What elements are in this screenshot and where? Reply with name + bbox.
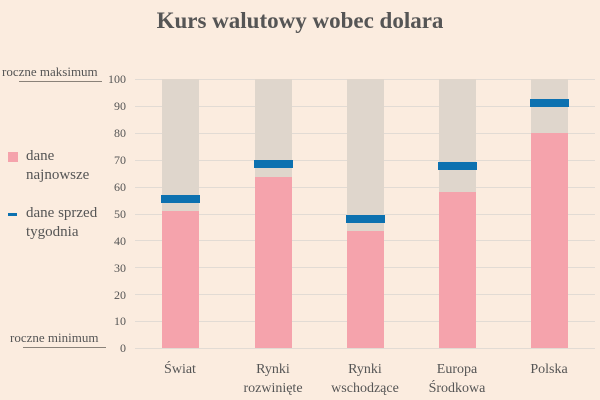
blue-dash-icon bbox=[8, 213, 17, 216]
bar-rynki-wschodzace bbox=[346, 79, 385, 348]
x-label-europa-srodkowa: Europa Środkowa bbox=[407, 360, 507, 398]
pink-square-icon bbox=[8, 152, 18, 162]
annotation-yearly-max-label: roczne maksimum bbox=[2, 64, 98, 79]
legend-label: najnowsze bbox=[26, 167, 90, 183]
annotation-yearly-max: roczne maksimum bbox=[2, 64, 102, 82]
week-ago-marker bbox=[438, 162, 477, 171]
chart-title: Kurs walutowy wobec dolara bbox=[156, 8, 444, 33]
gridline bbox=[135, 348, 595, 349]
annotation-yearly-min: roczne minimum bbox=[10, 330, 106, 348]
annotation-yearly-min-label: roczne minimum bbox=[10, 330, 99, 345]
y-tick: 20 bbox=[114, 288, 126, 302]
y-tick: 100 bbox=[108, 72, 126, 86]
annotation-underline bbox=[23, 347, 106, 348]
latest-bar bbox=[255, 177, 292, 348]
week-ago-marker bbox=[254, 159, 293, 168]
bar-europa-srodkowa bbox=[438, 79, 477, 348]
x-label-line: Środkowa bbox=[428, 381, 486, 396]
x-label-line: Polska bbox=[530, 362, 568, 377]
y-tick: 60 bbox=[114, 180, 126, 194]
x-label-rynki-rozwiniete: Rynki rozwinięte bbox=[223, 360, 323, 398]
x-label-line: wschodzące bbox=[331, 381, 399, 396]
week-ago-marker bbox=[161, 194, 200, 203]
legend-label: tygodnia bbox=[26, 224, 79, 240]
bar-swiat bbox=[161, 79, 200, 348]
y-tick: 80 bbox=[114, 126, 126, 140]
y-tick: 90 bbox=[114, 99, 126, 113]
x-label-line: Europa bbox=[436, 362, 478, 377]
x-label-polska: Polska bbox=[499, 360, 599, 379]
y-tick: 50 bbox=[114, 207, 126, 221]
latest-bar bbox=[439, 191, 476, 348]
y-tick: 0 bbox=[120, 341, 126, 355]
latest-bar bbox=[531, 132, 568, 348]
y-tick: 70 bbox=[114, 153, 126, 167]
y-tick: 40 bbox=[114, 234, 126, 248]
bar-rynki-rozwiniete bbox=[254, 79, 293, 348]
latest-bar bbox=[347, 230, 384, 348]
week-ago-marker bbox=[530, 99, 569, 108]
legend-label: dane bbox=[26, 148, 55, 164]
x-label-line: Rynki bbox=[256, 362, 290, 377]
y-tick: 30 bbox=[114, 261, 126, 275]
x-label-line: Rynki bbox=[348, 362, 382, 377]
week-ago-marker bbox=[346, 214, 385, 223]
x-label-swiat: Świat bbox=[130, 360, 230, 379]
x-label-rynki-wschodzace: Rynki wschodzące bbox=[315, 360, 415, 398]
y-tick: 10 bbox=[114, 314, 126, 328]
annotation-underline bbox=[19, 81, 102, 82]
bar-polska bbox=[530, 79, 569, 348]
legend-label: dane sprzed bbox=[26, 205, 98, 221]
x-label-line: Świat bbox=[164, 362, 196, 377]
latest-bar bbox=[162, 210, 199, 348]
x-label-line: rozwinięte bbox=[243, 381, 303, 396]
